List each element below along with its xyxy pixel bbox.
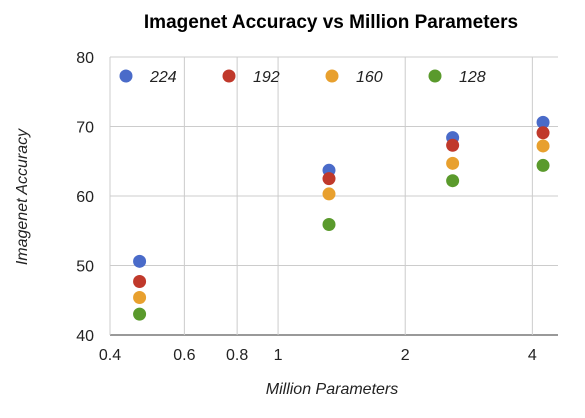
data-point [133, 290, 147, 304]
x-tick-label: 0.6 [173, 347, 195, 364]
data-point [322, 172, 336, 186]
data-point [446, 174, 460, 188]
data-point [322, 217, 336, 231]
x-tick-label: 1 [274, 347, 283, 364]
legend-marker [325, 69, 339, 83]
data-points [133, 115, 550, 321]
data-point [133, 307, 147, 321]
legend-marker [222, 69, 236, 83]
legend-marker [119, 69, 133, 83]
data-point [536, 115, 550, 129]
data-point [536, 126, 550, 140]
series-160 [133, 139, 550, 304]
legend-label: 128 [459, 69, 486, 86]
y-tick-label: 50 [76, 259, 94, 276]
legend-item-192: 192 [222, 69, 280, 86]
legend-item-160: 160 [325, 69, 383, 86]
data-point [133, 274, 147, 288]
series-224 [133, 115, 550, 268]
y-tick-label: 40 [76, 328, 94, 345]
data-point [536, 139, 550, 153]
series-128 [133, 158, 550, 321]
data-point [446, 138, 460, 152]
data-point [536, 158, 550, 172]
y-tick-label: 80 [76, 50, 94, 67]
legend-item-128: 128 [428, 69, 486, 86]
legend-item-224: 224 [119, 69, 177, 86]
y-tick-label: 70 [76, 120, 94, 137]
y-axis-label: Imagenet Accuracy [14, 128, 31, 265]
legend: 224 192 160 128 [119, 69, 486, 86]
data-point [133, 254, 147, 268]
x-tick-label: 2 [401, 347, 410, 364]
legend-label: 192 [253, 69, 280, 86]
legend-label: 160 [356, 69, 383, 86]
x-tick-label: 0.4 [99, 347, 121, 364]
series-192 [133, 126, 550, 288]
legend-label: 224 [149, 69, 177, 86]
tick-labels: 40 50 60 70 80 0.4 0.6 0.8 1 2 4 [76, 50, 537, 364]
data-point [322, 187, 336, 201]
legend-marker [428, 69, 442, 83]
y-tick-label: 60 [76, 189, 94, 206]
data-point [446, 156, 460, 170]
x-tick-label: 4 [528, 347, 537, 364]
chart-title: Imagenet Accuracy vs Million Parameters [144, 12, 518, 33]
x-axis-label: Million Parameters [266, 381, 398, 398]
grid [109, 56, 558, 336]
x-tick-label: 0.8 [226, 347, 248, 364]
